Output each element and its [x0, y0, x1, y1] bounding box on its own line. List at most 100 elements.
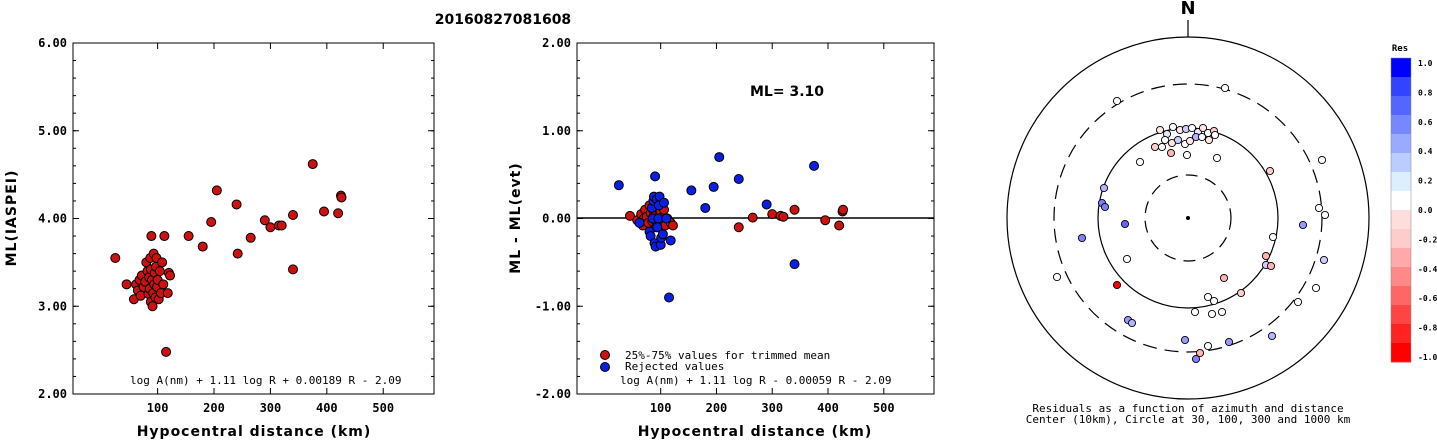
- range-circle-300km: [1053, 83, 1323, 353]
- rejected-point: [700, 202, 711, 213]
- colorbar-cell: [1391, 191, 1411, 211]
- y-tick-label: -2.00: [535, 387, 571, 401]
- legend-marker-trimmed: [600, 350, 610, 360]
- station-residual-point: [1099, 183, 1109, 193]
- polar-caption-1: Residuals as a function of azimuth and d…: [1032, 402, 1343, 415]
- range-circle-1000km: [1006, 36, 1370, 400]
- station-residual-point: [1166, 148, 1176, 158]
- station-residual-point: [1197, 132, 1207, 142]
- polar-caption-2: Center (10km), Circle at 30, 100, 300 an…: [1026, 413, 1351, 426]
- x-tick-label: 500: [372, 401, 394, 415]
- panel2-points: [613, 152, 849, 303]
- data-point: [159, 231, 170, 242]
- data-point: [162, 288, 173, 299]
- colorbar-cell: [1391, 172, 1411, 192]
- panel1-ylabel: ML(IASPEI): [4, 170, 20, 267]
- station-residual-point: [1122, 254, 1132, 264]
- rejected-point: [789, 259, 800, 270]
- x-tick-label: 400: [817, 401, 839, 415]
- colorbar-tick-label: 0.0: [1418, 206, 1433, 215]
- rejected-point: [708, 181, 719, 192]
- colorbar-cell: [1391, 77, 1411, 97]
- station-residual-point: [1157, 142, 1167, 152]
- station-residual-point: [1198, 123, 1208, 133]
- data-point: [197, 241, 208, 252]
- station-residual-point: [1266, 261, 1276, 271]
- station-residual-point: [1182, 150, 1192, 160]
- y-tick-label: 4.00: [38, 212, 67, 226]
- station-residual-point: [1298, 220, 1308, 230]
- rejected-point: [657, 229, 668, 240]
- station-residual-point: [1311, 283, 1321, 293]
- rejected-point: [650, 171, 661, 182]
- polar-points: [1052, 83, 1330, 364]
- panel1-frame: [72, 42, 435, 395]
- y-tick-label: 6.00: [38, 36, 67, 50]
- rejected-point: [733, 174, 744, 185]
- y-tick-label: 3.00: [38, 299, 67, 313]
- colorbar-cell: [1391, 286, 1411, 306]
- data-point: [146, 231, 157, 242]
- y-tick-label: 2.00: [38, 387, 67, 401]
- colorbar-cell: [1391, 58, 1411, 78]
- data-point: [231, 199, 242, 210]
- station-residual-point: [1052, 272, 1062, 282]
- colorbar-cell: [1391, 153, 1411, 173]
- panel2-x-ticks: 100 200 300 400 500: [650, 43, 895, 415]
- station-residual-point: [1112, 96, 1122, 106]
- panel-magnitude-vs-distance: 100 200 300 400 500 2.00 3.00 4.00 5.00 6.00 log…: [4, 36, 435, 440]
- colorbar-tick-label: -0.4: [1418, 265, 1437, 274]
- panel1-xlabel: Hypocentral distance (km): [137, 424, 372, 440]
- trimmed-point: [820, 215, 831, 226]
- trimmed-point: [778, 211, 789, 222]
- station-residual-point: [1212, 153, 1222, 163]
- rejected-point: [809, 160, 820, 171]
- panel1-formula: log A(nm) + 1.11 log R + 0.00189 R - 2.0…: [130, 374, 402, 387]
- station-residual-point: [1220, 83, 1230, 93]
- x-tick-label: 400: [316, 401, 338, 415]
- station-residual-point: [1185, 136, 1195, 146]
- station-residual-point: [1314, 203, 1324, 213]
- rejected-point: [761, 199, 772, 210]
- data-point: [336, 192, 347, 203]
- station-residual-point: [1135, 157, 1145, 167]
- station-residual-point: [1191, 354, 1201, 364]
- colorbar-cell: [1391, 324, 1411, 344]
- rejected-point: [714, 152, 725, 163]
- colorbar: Res 1.0 0.8 0.6 0.4 0.2 0.0 -0.2 -0.4 -0.6 -0.8 -1…: [1390, 44, 1437, 363]
- rejected-point: [659, 197, 670, 208]
- station-residual-point: [1267, 331, 1277, 341]
- colorbar-cell: [1391, 134, 1411, 154]
- station-residual-point: [1207, 309, 1217, 319]
- panel2-xlabel: Hypocentral distance (km): [638, 424, 873, 440]
- colorbar-cell: [1391, 343, 1411, 363]
- data-point: [265, 222, 276, 233]
- panel1-points: [110, 159, 347, 357]
- trimmed-point: [834, 220, 845, 231]
- colorbar-tick-label: -0.8: [1418, 324, 1437, 333]
- y-tick-label: 2.00: [542, 36, 571, 50]
- panel-residual-vs-distance: 100 200 300 400 500 -2.00 -1.00 0.00 1.00 2.00 M…: [508, 36, 935, 440]
- north-label: N: [1180, 0, 1195, 19]
- data-point: [276, 220, 287, 231]
- colorbar-cell: [1391, 115, 1411, 135]
- trimmed-point: [747, 212, 758, 223]
- data-point: [110, 252, 121, 263]
- legend-marker-rejected: [600, 362, 610, 372]
- station-residual-point: [1203, 292, 1213, 302]
- trimmed-point: [667, 220, 678, 231]
- colorbar-cell: [1391, 248, 1411, 268]
- data-point: [157, 257, 168, 268]
- station-residual-point: [1265, 166, 1275, 176]
- y-tick-label: 1.00: [542, 124, 571, 138]
- data-point: [232, 248, 243, 259]
- panel2-formula: log A(nm) + 1.11 log R - 0.00059 R - 2.0…: [620, 374, 892, 387]
- station-residual-point: [1317, 155, 1327, 165]
- colorbar-cell: [1391, 210, 1411, 230]
- station-residual-point: [1173, 135, 1183, 145]
- panel1-y-ticks: 2.00 3.00 4.00 5.00 6.00: [38, 36, 434, 401]
- station-residual-point: [1120, 219, 1130, 229]
- station-residual-point: [1195, 348, 1205, 358]
- x-tick-label: 100: [147, 401, 169, 415]
- colorbar-tick-label: -0.2: [1418, 235, 1437, 244]
